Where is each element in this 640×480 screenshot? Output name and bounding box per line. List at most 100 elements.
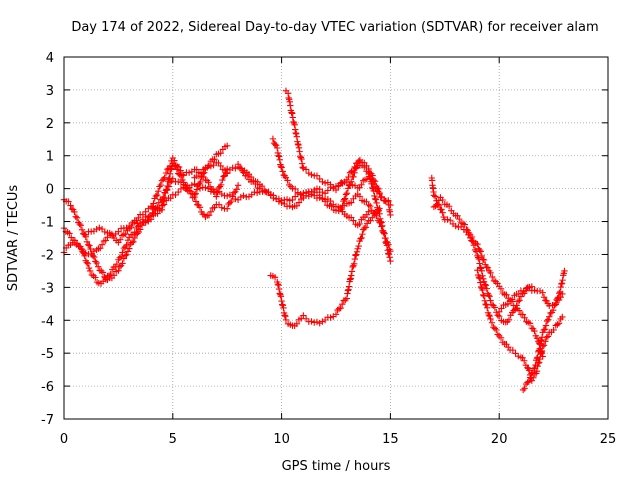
data-point xyxy=(531,364,538,372)
data-point xyxy=(286,197,293,204)
data-point xyxy=(265,188,272,196)
series-track-8 xyxy=(282,87,394,265)
data-point xyxy=(351,169,358,177)
data-point xyxy=(98,225,106,233)
data-point xyxy=(505,316,513,324)
data-point xyxy=(374,208,381,216)
data-point xyxy=(279,301,286,308)
data-point xyxy=(544,333,552,340)
x-tick-label: 25 xyxy=(600,432,617,447)
data-point xyxy=(530,365,538,372)
series-track-15 xyxy=(496,283,566,315)
data-point xyxy=(376,205,383,212)
data-point xyxy=(218,190,225,198)
data-point xyxy=(332,311,340,318)
data-point xyxy=(196,185,204,192)
data-point xyxy=(484,264,492,271)
data-point xyxy=(513,302,520,309)
data-point xyxy=(157,181,164,189)
data-point xyxy=(385,251,393,258)
data-point xyxy=(549,301,556,309)
data-point xyxy=(507,312,514,319)
data-point xyxy=(213,193,220,200)
data-point xyxy=(354,162,361,170)
data-point xyxy=(327,181,334,188)
data-point xyxy=(532,361,539,369)
data-point xyxy=(559,276,566,284)
data-point xyxy=(531,287,538,294)
data-point xyxy=(234,196,242,204)
data-point xyxy=(211,156,218,163)
data-point xyxy=(101,228,108,236)
data-point xyxy=(369,172,376,179)
data-point xyxy=(274,149,282,157)
data-point xyxy=(234,161,242,168)
data-point xyxy=(122,230,129,238)
data-point xyxy=(474,252,481,260)
data-point xyxy=(295,144,303,152)
data-point xyxy=(521,357,528,364)
data-point xyxy=(115,267,122,274)
data-point xyxy=(93,259,100,267)
data-point xyxy=(356,220,363,228)
grid-layer xyxy=(64,57,608,419)
data-point xyxy=(368,180,375,188)
data-point xyxy=(328,203,335,210)
y-tick-label: 1 xyxy=(46,150,54,165)
data-point xyxy=(228,197,235,205)
data-point xyxy=(487,297,494,304)
data-point xyxy=(192,198,200,205)
data-point xyxy=(366,202,374,210)
data-point xyxy=(373,199,380,207)
data-point xyxy=(355,157,363,165)
data-point xyxy=(289,196,296,204)
data-point xyxy=(432,193,439,200)
data-point xyxy=(193,186,201,193)
data-point xyxy=(99,278,107,285)
data-point xyxy=(271,141,279,148)
data-point xyxy=(352,252,359,259)
data-point xyxy=(192,190,199,197)
data-point xyxy=(430,192,438,199)
data-point xyxy=(348,272,355,279)
data-point xyxy=(546,313,553,320)
data-point xyxy=(93,225,100,233)
data-point xyxy=(119,260,126,267)
data-point xyxy=(147,216,155,223)
data-point xyxy=(269,135,277,143)
data-point xyxy=(465,229,473,237)
data-point xyxy=(197,170,205,177)
data-point xyxy=(313,318,321,326)
data-point xyxy=(377,218,385,225)
data-point xyxy=(313,172,321,179)
data-point xyxy=(321,198,329,205)
data-point xyxy=(155,187,162,195)
series-track-4 xyxy=(82,154,231,246)
data-point xyxy=(516,297,523,304)
data-point xyxy=(381,234,389,242)
data-point xyxy=(73,239,81,247)
data-point xyxy=(327,197,334,205)
y-tick-label: -5 xyxy=(41,347,54,362)
data-point xyxy=(202,165,209,172)
data-point xyxy=(433,201,441,208)
data-point xyxy=(538,334,546,341)
data-point xyxy=(480,278,488,285)
data-point xyxy=(160,198,167,205)
data-point xyxy=(351,255,359,263)
data-point xyxy=(220,173,227,180)
data-point xyxy=(298,155,305,163)
data-point xyxy=(535,348,542,355)
data-point xyxy=(523,285,530,292)
data-point xyxy=(177,167,184,174)
data-point xyxy=(327,314,334,321)
data-point xyxy=(361,224,368,232)
data-point xyxy=(356,193,364,200)
data-point xyxy=(136,221,144,229)
data-point xyxy=(519,354,526,362)
data-point xyxy=(447,217,454,224)
y-tick-label: 3 xyxy=(46,84,54,99)
data-point xyxy=(296,148,303,155)
data-point xyxy=(162,186,170,194)
data-point xyxy=(76,220,83,228)
